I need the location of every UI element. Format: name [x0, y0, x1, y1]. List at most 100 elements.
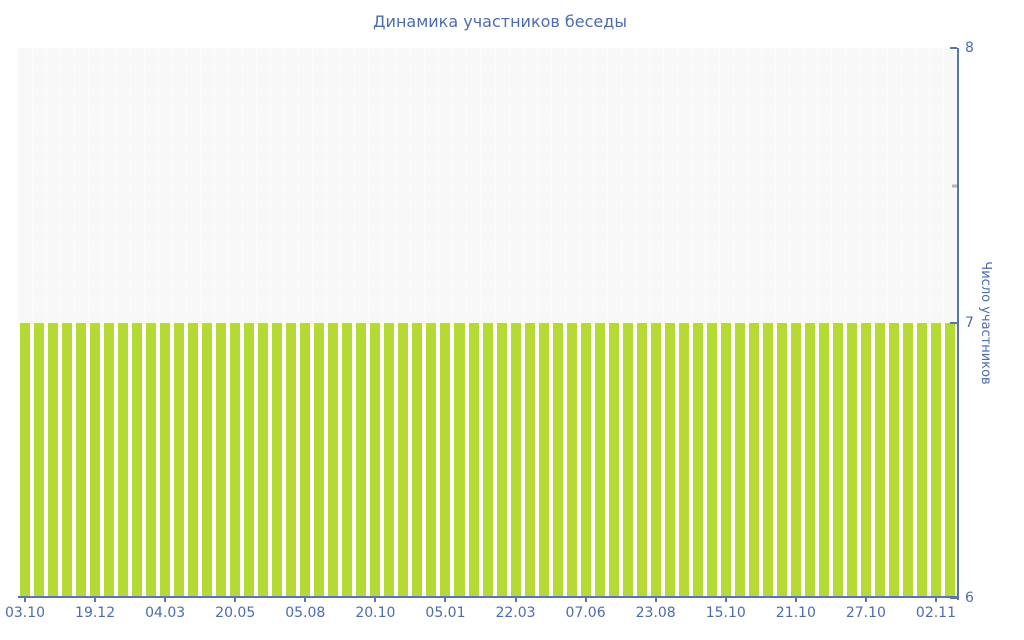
bar: [608, 323, 619, 598]
bar: [678, 323, 689, 598]
gridline: [704, 48, 706, 323]
gridline: [494, 48, 496, 323]
bar: [524, 323, 535, 598]
x-tick-label: 07.06: [565, 605, 606, 621]
x-tick: [234, 598, 237, 602]
x-tick: [584, 598, 587, 602]
bar: [818, 323, 829, 598]
bar: [945, 323, 956, 598]
gridline: [844, 48, 846, 323]
bar: [34, 323, 45, 598]
gridline: [452, 48, 454, 323]
x-tick-label: 04.03: [145, 605, 186, 621]
x-tick: [514, 598, 517, 602]
gridline: [788, 48, 790, 323]
gridline: [242, 48, 244, 323]
x-tick-label: 22.03: [495, 605, 536, 621]
x-tick: [444, 598, 447, 602]
bar: [426, 323, 437, 598]
gridline: [648, 48, 650, 323]
chart-title: Динамика участников беседы: [373, 12, 627, 31]
x-tick-label: 23.08: [635, 605, 676, 621]
bar: [440, 323, 451, 598]
gridline: [634, 48, 636, 323]
bar: [244, 323, 255, 598]
gridline: [144, 48, 146, 323]
x-tick-label: 20.10: [355, 605, 396, 621]
bar: [328, 323, 339, 598]
bar: [594, 323, 605, 598]
bar: [636, 323, 647, 598]
bar: [118, 323, 129, 598]
gridline: [340, 48, 342, 323]
y-tick-label: 7: [965, 315, 974, 331]
x-axis-line: [18, 596, 959, 598]
gridline: [480, 48, 482, 323]
bar: [931, 323, 942, 598]
bar: [664, 323, 675, 598]
gridline: [466, 48, 468, 323]
bar: [216, 323, 227, 598]
x-tick: [164, 598, 167, 602]
gridline: [298, 48, 300, 323]
gridline: [816, 48, 818, 323]
bar: [272, 323, 283, 598]
gridline: [732, 48, 734, 323]
bar: [706, 323, 717, 598]
gridline: [60, 48, 62, 323]
x-tick: [654, 598, 657, 602]
x-tick-label: 05.08: [285, 605, 326, 621]
bar: [230, 323, 241, 598]
bar: [258, 323, 269, 598]
gridline: [130, 48, 132, 323]
gridline: [872, 48, 874, 323]
x-tick: [24, 598, 26, 602]
bar: [342, 323, 353, 598]
x-tick-label: 20.05: [215, 605, 256, 621]
bar: [692, 323, 703, 598]
bar: [104, 323, 115, 598]
bar: [720, 323, 731, 598]
x-tick-label: 02.11: [915, 605, 957, 621]
gridline: [396, 48, 398, 323]
y-tick: [950, 47, 957, 49]
bar: [832, 323, 843, 598]
gridline: [116, 48, 118, 323]
gridline: [284, 48, 286, 323]
gridline: [942, 48, 944, 323]
gridline: [676, 48, 678, 323]
gridline: [578, 48, 580, 323]
gridline: [718, 48, 720, 323]
bar: [748, 323, 759, 598]
gridline: [172, 48, 174, 323]
bar: [188, 323, 199, 598]
y-minor-tick: [952, 184, 957, 187]
gridline: [928, 48, 930, 323]
x-tick: [794, 598, 797, 602]
gridline: [270, 48, 272, 323]
y-tick: [950, 322, 957, 324]
gridline: [186, 48, 188, 323]
x-tick: [374, 598, 377, 602]
x-tick-label: 03.10: [4, 605, 46, 621]
x-tick: [934, 598, 937, 602]
x-tick-label: 21.10: [775, 605, 816, 621]
gridline: [746, 48, 748, 323]
gridline: [802, 48, 804, 323]
gridline: [508, 48, 510, 323]
gridline: [760, 48, 762, 323]
bar: [762, 323, 773, 598]
bar: [790, 323, 801, 598]
y-tick-label: 8: [965, 40, 974, 56]
gridline: [46, 48, 48, 323]
bar: [804, 323, 815, 598]
gridline: [326, 48, 328, 323]
gridline: [382, 48, 384, 323]
gridline: [522, 48, 524, 323]
gridline: [914, 48, 916, 323]
plot-upper-band: [18, 48, 957, 323]
bar: [300, 323, 311, 598]
bar: [146, 323, 157, 598]
bar: [132, 323, 143, 598]
